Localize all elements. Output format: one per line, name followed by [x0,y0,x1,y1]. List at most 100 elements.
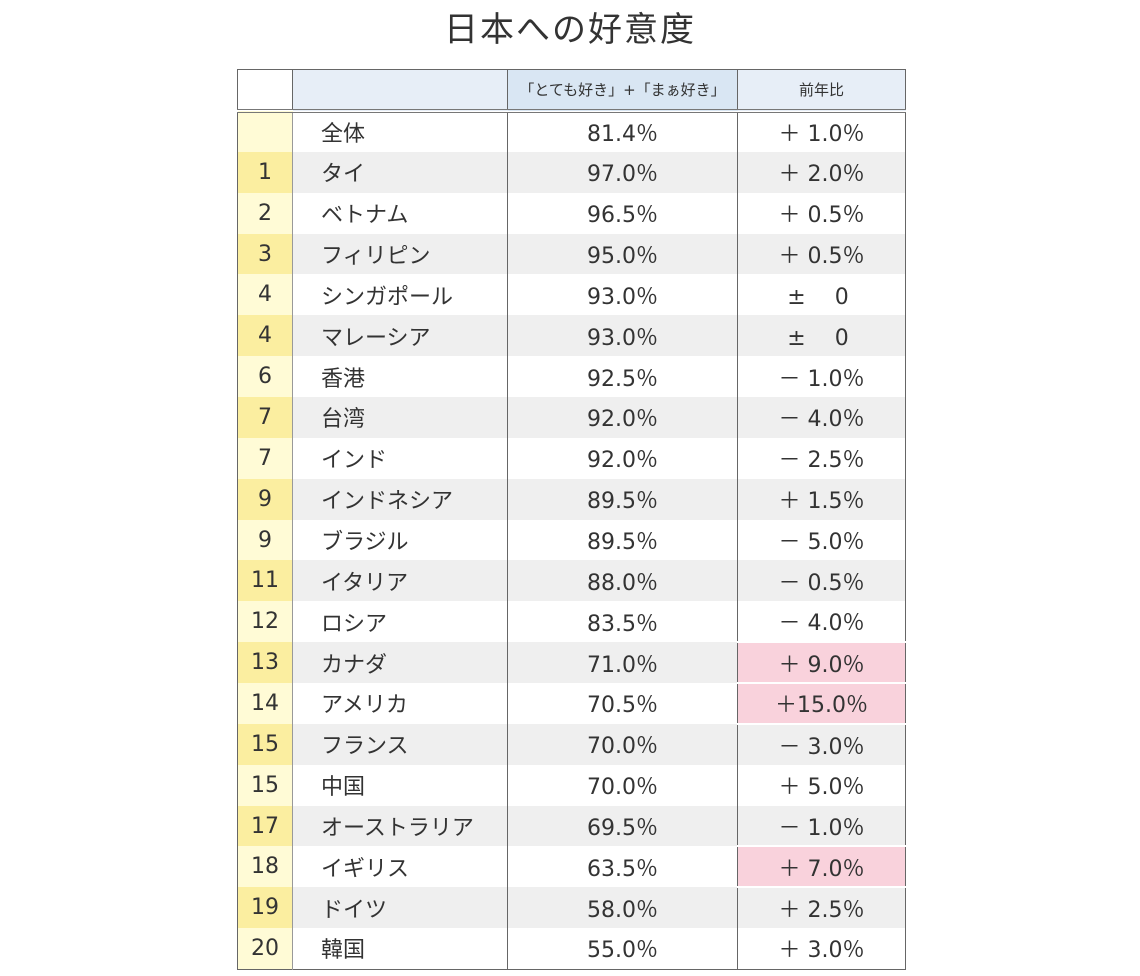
country-cell: マレーシア [292,315,508,357]
change-cell: － 4.0％ [737,397,906,438]
country-cell: ドイツ [292,887,508,929]
rank-cell: 9 [237,519,293,561]
value-cell: 70.5％ [507,683,738,724]
rank-cell: 17 [237,805,293,847]
value-cell: 69.5％ [507,805,738,847]
rank-cell: 4 [237,274,293,316]
table-row: 7 インド 92.0％－ 2.5％ [237,437,906,479]
change-cell: ＋ 5.0％ [737,764,906,806]
value-cell: 92.0％ [507,397,738,438]
change-cell: ＋ 2.0％ [737,151,906,193]
table-row: 18 イギリス 63.5％＋ 7.0％ [237,845,906,889]
rank-cell: 11 [237,560,293,602]
rank-cell: 13 [237,642,293,684]
country-cell: アメリカ [292,683,508,724]
change-cell: ± 0 [737,274,906,316]
change-cell: ＋ 9.0％ [737,641,906,685]
table-row: 全体 81.4％＋ 1.0％ [237,111,906,152]
change-cell: ＋ 7.0％ [737,845,906,889]
country-cell: 全体 [292,111,508,152]
rank-cell: 1 [237,151,293,193]
change-cell: ＋ 0.5％ [737,233,906,275]
country-cell: 韓国 [292,928,508,970]
rank-cell: 6 [237,356,293,398]
header-row: 「とても好き」+「まぁ好き」 前年比 [237,69,906,113]
country-cell: 香港 [292,356,508,398]
favorability-table: 「とても好き」+「まぁ好き」 前年比 全体 81.4％＋ 1.0％ 1 タイ 97.0％… [237,69,906,970]
country-cell: ブラジル [292,519,508,561]
rank-cell: 9 [237,478,293,520]
value-cell: 89.5％ [507,478,738,520]
header-favorability: 「とても好き」+「まぁ好き」 [507,69,738,113]
header-year-over-year: 前年比 [737,69,906,113]
table-row: 15 フランス 70.0％－ 3.0％ [237,723,906,765]
change-cell: ± 0 [737,315,906,357]
country-cell: イタリア [292,560,508,602]
value-cell: 70.0％ [507,764,738,806]
change-cell: ＋ 2.5％ [737,887,906,929]
rank-cell: 2 [237,192,293,234]
table-row: 20 韓国 55.0％＋ 3.0％ [237,928,906,970]
rank-cell: 12 [237,601,293,643]
table-row: 6 香港 92.5％－ 1.0％ [237,356,906,398]
country-cell: フランス [292,723,508,765]
change-cell: ＋15.0％ [737,682,906,725]
table-row: 9 インドネシア 89.5％＋ 1.5％ [237,478,906,520]
change-cell: － 2.5％ [737,437,906,479]
rank-cell: 3 [237,233,293,275]
rank-cell: 7 [237,397,293,438]
change-cell: ＋ 3.0％ [737,928,906,970]
value-cell: 83.5％ [507,601,738,643]
country-cell: ロシア [292,601,508,643]
chart-title: 日本への好意度 [444,10,696,50]
table-row: 7 台湾 92.0％－ 4.0％ [237,397,906,438]
value-cell: 63.5％ [507,846,738,888]
table-row: 9 ブラジル 89.5％－ 5.0％ [237,519,906,561]
value-cell: 81.4％ [507,111,738,152]
change-cell: － 1.0％ [737,356,906,398]
table-row: 13 カナダ 71.0％＋ 9.0％ [237,641,906,685]
rank-cell: 7 [237,437,293,479]
change-cell: ＋ 1.5％ [737,478,906,520]
value-cell: 58.0％ [507,887,738,929]
value-cell: 96.5％ [507,192,738,234]
table-row: 15 中国 70.0％＋ 5.0％ [237,764,906,806]
table-row: 19 ドイツ 58.0％＋ 2.5％ [237,887,906,929]
value-cell: 55.0％ [507,928,738,970]
change-cell: － 3.0％ [737,723,906,765]
value-cell: 71.0％ [507,642,738,684]
country-cell: インドネシア [292,478,508,520]
table-row: 3 フィリピン 95.0％＋ 0.5％ [237,233,906,275]
table-row: 11 イタリア 88.0％－ 0.5％ [237,560,906,602]
change-cell: － 4.0％ [737,601,906,643]
value-cell: 93.0％ [507,274,738,316]
rank-cell: 20 [237,928,293,970]
rank-cell: 14 [237,683,293,724]
table-row: 2 ベトナム 96.5％＋ 0.5％ [237,192,906,234]
change-cell: － 0.5％ [737,560,906,602]
value-cell: 93.0％ [507,315,738,357]
country-cell: インド [292,437,508,479]
country-cell: 中国 [292,764,508,806]
table-row: 17 オーストラリア 69.5％－ 1.0％ [237,805,906,847]
table-row: 4 シンガポール 93.0％ ± 0 [237,274,906,316]
change-cell: － 1.0％ [737,805,906,847]
country-cell: 台湾 [292,397,508,438]
country-cell: カナダ [292,642,508,684]
value-cell: 88.0％ [507,560,738,602]
country-cell: イギリス [292,846,508,888]
table-row: 12 ロシア 83.5％－ 4.0％ [237,601,906,643]
value-cell: 89.5％ [507,519,738,561]
country-cell: シンガポール [292,274,508,316]
value-cell: 92.0％ [507,437,738,479]
header-country [292,69,508,113]
country-cell: タイ [292,151,508,193]
change-cell: ＋ 1.0％ [737,111,906,152]
table-row: 14 アメリカ 70.5％ ＋15.0％ [237,682,906,725]
header-rank [237,69,293,113]
value-cell: 70.0％ [507,723,738,765]
change-cell: － 5.0％ [737,519,906,561]
country-cell: オーストラリア [292,805,508,847]
table-row: 4 マレーシア 93.0％ ± 0 [237,315,906,357]
country-cell: フィリピン [292,233,508,275]
